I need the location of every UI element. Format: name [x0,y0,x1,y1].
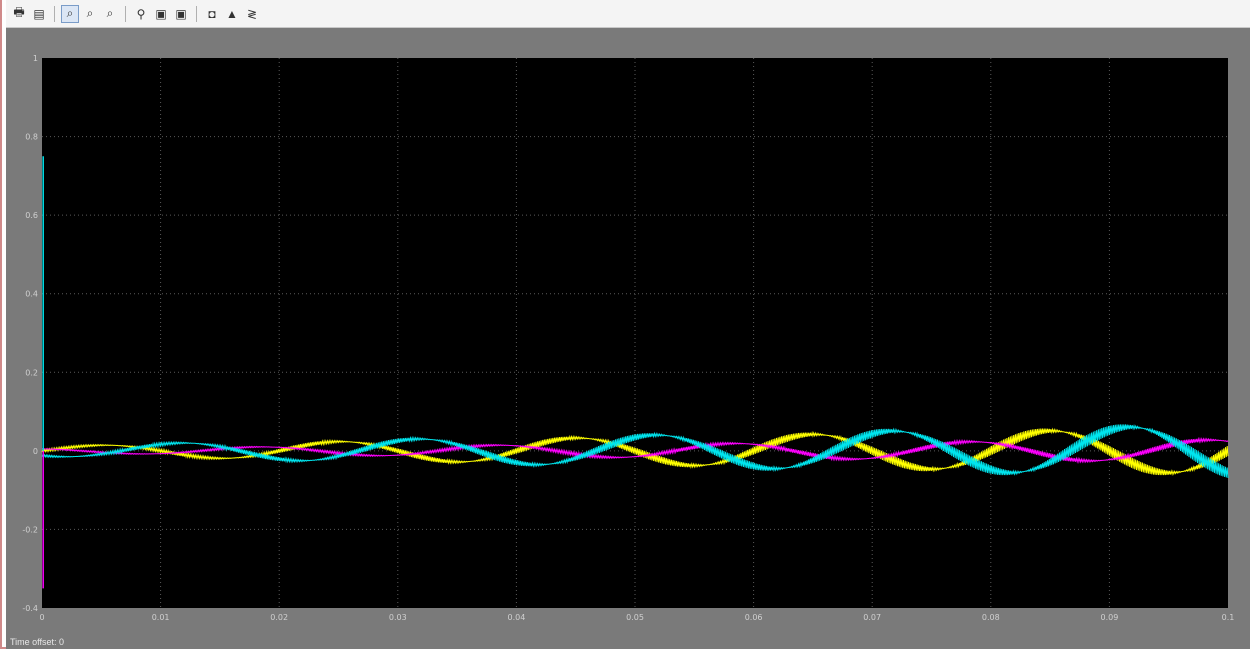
y-tick-label: 0.4 [25,290,38,299]
signal-trace-2 [41,436,1229,464]
save-axes-icon[interactable]: ▣ [155,6,167,21]
x-tick-label: 0.1 [1222,613,1235,622]
x-tick-label: 0.06 [745,613,763,622]
signal-selection-icon[interactable]: ≷ [246,6,258,21]
toolbar-separator [196,5,197,22]
y-tick-label: -0.4 [22,604,38,613]
x-tick-label: 0.03 [389,613,407,622]
zoom-x-icon[interactable]: ⌕ [86,6,94,20]
zoom-icon[interactable]: ⌕ [61,4,79,23]
signal-trace-1 [41,427,1229,477]
plot-area [42,58,1228,608]
signal-trace-3 [41,423,1229,479]
x-tick-label: 0.01 [152,613,170,622]
x-tick-label: 0 [39,613,44,622]
zoom-y-icon[interactable]: ⌕ [106,6,114,20]
x-tick-label: 0.08 [982,613,1000,622]
time-offset-label: Time offset: 0 [10,637,65,647]
restore-axes-icon[interactable]: ▣ [175,6,187,21]
scope-toolbar: 🖶 ▤ ⌕ ⌕ ⌕ ⚲ ▣ ▣ ◘ ▲ ≷ [6,0,1250,28]
x-tick-label: 0.04 [507,613,525,622]
y-tick-label: 0.6 [25,211,38,220]
lock-axes-icon[interactable]: ▲ [226,6,238,21]
print-icon[interactable]: 🖶 [13,5,25,19]
y-tick-label: -0.2 [22,525,38,534]
y-tick-label: 0.8 [25,133,38,142]
autoscale-icon[interactable]: ⚲ [136,6,146,21]
y-tick-label: 1 [33,54,38,63]
toolbar-separator [125,5,126,22]
x-tick-label: 0.09 [1100,613,1118,622]
scope-plot[interactable]: 0 0.01 0.02 0.03 0.04 0.05 0.06 0.07 0.08 0.09 0.1… [6,28,1250,649]
parameters-icon[interactable]: ▤ [33,6,45,21]
floating-scope-icon[interactable]: ◘ [208,6,216,21]
x-tick-label: 0.05 [626,613,644,622]
x-tick-label: 0.07 [863,613,881,622]
toolbar-separator [54,5,55,22]
scope-display: 0 0.01 0.02 0.03 0.04 0.05 0.06 0.07 0.08 0.09 0.1… [6,28,1250,649]
y-tick-label: 0 [33,447,38,456]
y-tick-label: 0.2 [25,368,38,377]
x-tick-label: 0.02 [270,613,288,622]
